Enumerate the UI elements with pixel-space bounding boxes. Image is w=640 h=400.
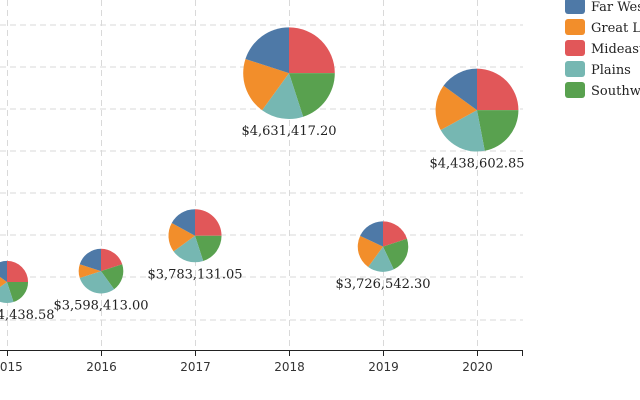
data-label-2020: $4,438,602.85 (429, 157, 524, 172)
pie-slice-plains[interactable] (173, 235, 204, 263)
data-labels: $3,544,438.58$3,598,413.00 $3,783,131.05 $… (0, 124, 525, 323)
pie-slice-mideast[interactable] (383, 221, 407, 247)
pie-slice-mideast[interactable] (477, 68, 519, 111)
data-label-2016: $3,598,413.00 (53, 298, 148, 313)
x-tick-label: 2019 (368, 360, 399, 374)
data-label-2015: $3,544,438.58 (0, 308, 55, 323)
pie-slice-great-lakes[interactable] (0, 270, 7, 295)
legend-item[interactable]: Plains (565, 61, 631, 78)
legend-swatch (565, 19, 585, 35)
pie-slice-great-lakes[interactable] (435, 85, 477, 131)
legend-label: Mideast (591, 42, 640, 57)
pie-2017[interactable] (168, 209, 222, 263)
pie-slice-far-west[interactable] (443, 68, 477, 111)
legend-label: Far West (591, 0, 640, 15)
pie-slice-southwest[interactable] (7, 281, 29, 302)
pie-2015[interactable] (0, 260, 29, 303)
x-axis: 2015 2016 2017 2018 2019 2020 (0, 350, 523, 374)
pie-slice-plains[interactable] (368, 246, 394, 272)
legend-swatch (565, 0, 585, 14)
pie-slice-plains[interactable] (440, 110, 485, 152)
x-tick-label: 2020 (462, 360, 493, 374)
pie-slice-far-west[interactable] (245, 27, 289, 74)
pie-slice-great-lakes[interactable] (78, 264, 101, 279)
pie-slice-mideast[interactable] (195, 209, 222, 236)
pie-slice-southwest[interactable] (101, 264, 124, 290)
data-label-2017: $3,783,131.05 (147, 267, 242, 282)
pie-markers (0, 27, 519, 303)
pie-slice-mideast[interactable] (101, 248, 123, 272)
pie-2019[interactable] (357, 221, 409, 272)
x-tick-label: 2016 (86, 360, 117, 374)
pie-slice-mideast[interactable] (7, 260, 29, 282)
pie-slice-great-lakes[interactable] (243, 58, 289, 111)
pie-2018[interactable] (243, 27, 335, 119)
pie-slice-great-lakes[interactable] (357, 235, 383, 267)
pie-2020[interactable] (435, 68, 519, 152)
legend-item[interactable]: Great Lakes (565, 19, 640, 36)
pie-slice-plains[interactable] (262, 73, 304, 119)
legend-item[interactable]: Mideast (565, 40, 640, 57)
pie-slice-mideast[interactable] (289, 27, 335, 74)
pie-slice-plains[interactable] (79, 271, 115, 294)
legend-label: Southwest (591, 84, 640, 99)
legend-item[interactable]: Far West (565, 0, 640, 15)
x-tick-label: 2017 (180, 360, 211, 374)
pie-slice-southwest[interactable] (383, 238, 409, 270)
pie-slice-far-west[interactable] (171, 209, 195, 236)
legend-swatch (565, 82, 585, 98)
pie-2016[interactable] (78, 248, 124, 294)
pie-slice-southwest[interactable] (289, 73, 335, 117)
pie-slice-plains[interactable] (0, 281, 14, 303)
pie-slice-far-west[interactable] (0, 260, 7, 282)
legend-swatch (565, 40, 585, 56)
pie-slice-southwest[interactable] (477, 110, 519, 151)
legend-label: Plains (591, 63, 631, 78)
x-tick-label: 2015 (0, 360, 23, 374)
pie-slice-far-west[interactable] (79, 248, 101, 272)
x-tick-label: 2018 (274, 360, 305, 374)
data-label-2018: $4,631,417.20 (241, 124, 336, 139)
grid (0, 0, 523, 350)
pie-slice-far-west[interactable] (360, 221, 383, 247)
pie-slice-great-lakes[interactable] (168, 222, 195, 252)
legend: Far West Great Lakes Mideast Plains Southwes… (565, 0, 640, 99)
legend-item[interactable]: Southwest (565, 82, 640, 99)
pie-slice-southwest[interactable] (195, 235, 222, 261)
legend-label: Great Lakes (591, 21, 640, 36)
data-label-2019: $3,726,542.30 (335, 277, 430, 292)
legend-swatch (565, 61, 585, 77)
